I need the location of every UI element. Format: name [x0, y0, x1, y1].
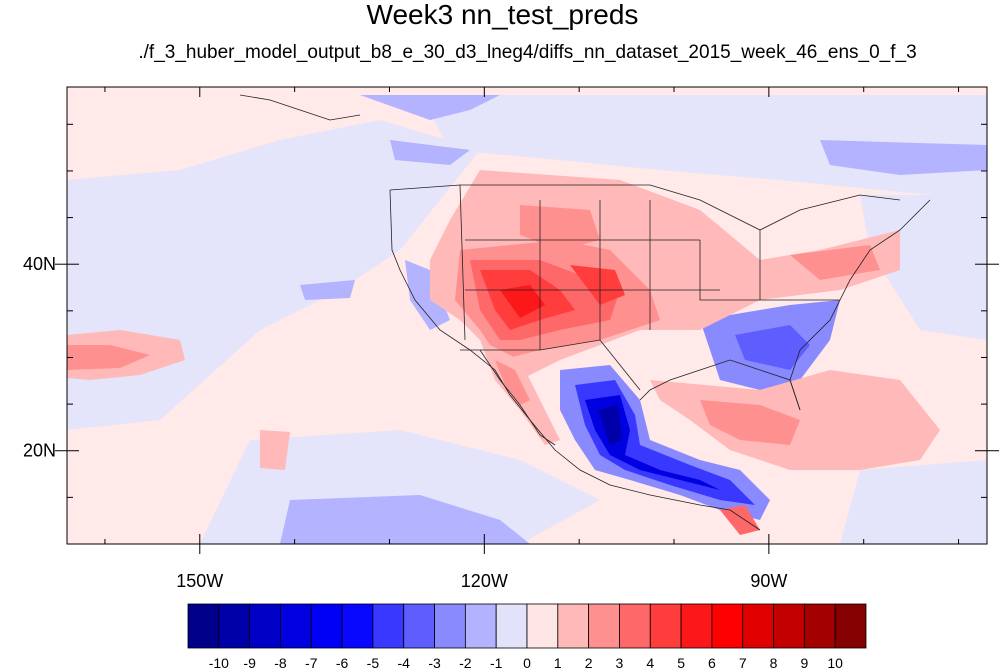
- colorbar-swatch: [249, 603, 281, 649]
- colorbar-swatch: [834, 603, 867, 649]
- colorbar-swatch: [372, 603, 405, 649]
- colorbar-swatch: [773, 603, 805, 649]
- colorbar-swatch: [711, 603, 744, 649]
- map-title: Week3 nn_test_preds: [366, 0, 639, 30]
- colorbar-swatch: [557, 603, 590, 649]
- colorbar-swatch: [341, 603, 374, 649]
- colorbar-label: 9: [800, 655, 808, 671]
- lon-tick-label: 120W: [461, 571, 508, 591]
- coastlines: [239, 94, 931, 531]
- colorbar-label: 10: [827, 655, 843, 671]
- colorbar-label: -2: [459, 655, 472, 671]
- colorbar-swatch: [218, 603, 251, 649]
- colorbar-swatch: [742, 603, 774, 649]
- colorbar-label: -1: [490, 655, 503, 671]
- colorbar-swatch: [403, 603, 435, 649]
- colorbar-swatch: [649, 603, 682, 649]
- colorbar-label: 8: [770, 655, 778, 671]
- field-contours: [67, 95, 987, 544]
- colorbar-label: -10: [209, 655, 229, 671]
- colorbar: -10 -9 -8 -7 -6 -5 -4 -3 -2 -1 0 1 2 3 4 5 6 7 8 9 10: [187, 603, 867, 671]
- axis-ticks: 150W 120W 90W 40N 20N: [23, 87, 999, 591]
- colorbar-label: 2: [585, 655, 593, 671]
- colorbar-label: 1: [554, 655, 562, 671]
- colorbar-swatch: [280, 603, 312, 649]
- colorbar-label: -3: [428, 655, 441, 671]
- colorbar-swatch: [310, 603, 343, 649]
- map-subtitle: ./f_3_huber_model_output_b8_e_30_d3_lneg…: [138, 42, 917, 63]
- colorbar-swatch: [464, 603, 497, 649]
- colorbar-label: -9: [243, 655, 256, 671]
- colorbar-label: 6: [708, 655, 716, 671]
- map-frame: [66, 86, 988, 545]
- colorbar-swatch: [588, 603, 620, 649]
- lat-tick-label: 20N: [23, 441, 56, 461]
- colorbar-swatch: [526, 603, 559, 649]
- colorbar-label: -6: [336, 655, 349, 671]
- colorbar-swatch: [495, 603, 528, 649]
- colorbar-label: 4: [646, 655, 654, 671]
- colorbar-label: -7: [305, 655, 318, 671]
- colorbar-label: -5: [367, 655, 380, 671]
- colorbar-swatch: [680, 603, 713, 649]
- lat-tick-label: 40N: [23, 254, 56, 274]
- colorbar-label: 5: [677, 655, 685, 671]
- colorbar-swatch: [187, 603, 220, 649]
- lon-tick-label: 90W: [750, 571, 787, 591]
- colorbar-label: -8: [274, 655, 287, 671]
- colorbar-label: 7: [739, 655, 747, 671]
- colorbar-swatch: [619, 603, 651, 649]
- lon-tick-label: 150W: [176, 571, 223, 591]
- colorbar-label: 0: [523, 655, 531, 671]
- colorbar-swatch: [803, 603, 836, 649]
- colorbar-label: -4: [398, 655, 411, 671]
- colorbar-swatch: [434, 603, 466, 649]
- colorbar-label: 3: [616, 655, 624, 671]
